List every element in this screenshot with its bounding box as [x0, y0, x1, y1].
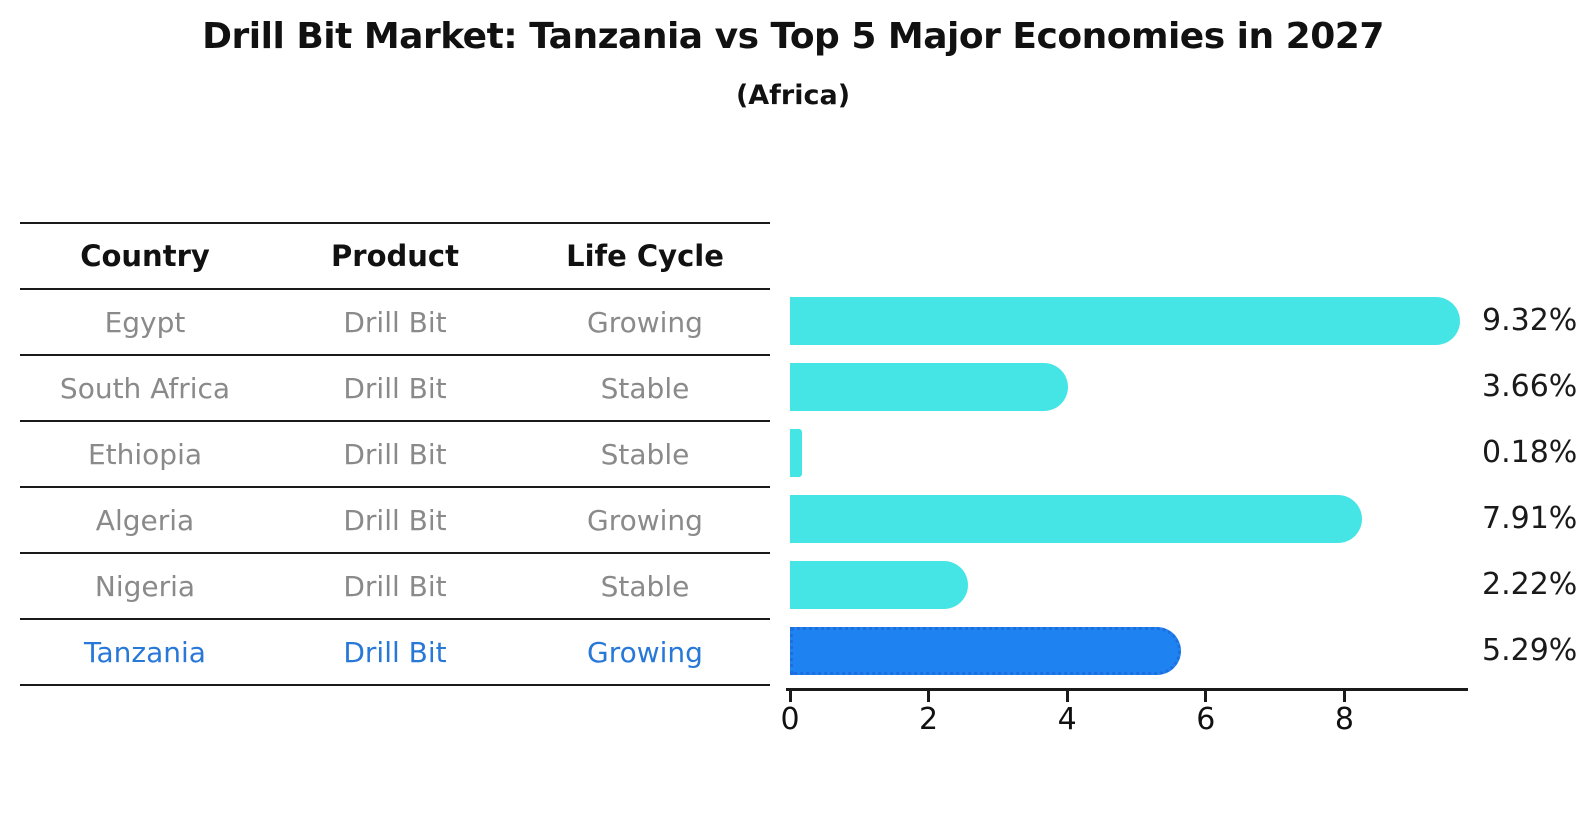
lifecycle-cell: Growing — [587, 635, 703, 669]
bar-algeria — [790, 495, 1363, 543]
country-cell: Tanzania — [84, 635, 206, 669]
product-cell: Drill Bit — [343, 503, 447, 537]
column-header-product: Product — [331, 239, 459, 273]
lifecycle-cell: Stable — [600, 371, 690, 405]
table-row-tanzania: Tanzania Drill Bit Growing — [20, 620, 770, 686]
x-axis-tick — [1342, 691, 1346, 702]
value-label-algeria: 7.91% — [1482, 501, 1578, 536]
product-cell: Drill Bit — [343, 635, 447, 669]
country-cell: Egypt — [104, 305, 186, 339]
lifecycle-cell: Stable — [600, 569, 690, 603]
value-label-egypt: 9.32% — [1482, 303, 1578, 338]
bar-tanzania — [790, 627, 1181, 675]
value-label-south-africa: 3.66% — [1482, 369, 1578, 404]
lifecycle-cell: Growing — [587, 305, 703, 339]
bar-egypt — [790, 297, 1460, 345]
lifecycle-cell: Stable — [600, 437, 690, 471]
lifecycle-cell: Growing — [587, 503, 703, 537]
x-axis-tick — [788, 691, 792, 702]
chart-title: Drill Bit Market: Tanzania vs Top 5 Majo… — [202, 16, 1384, 57]
product-cell: Drill Bit — [343, 569, 447, 603]
chart-subtitle: (Africa) — [735, 80, 851, 111]
country-cell: South Africa — [59, 371, 231, 405]
x-axis-tick-label: 2 — [919, 702, 939, 737]
x-axis-tick-label: 8 — [1334, 702, 1354, 737]
country-cell: Ethiopia — [87, 437, 203, 471]
column-header-country: Country — [80, 239, 210, 273]
x-axis-tick-label: 6 — [1196, 702, 1216, 737]
country-cell: Algeria — [95, 503, 195, 537]
table-row-egypt: Egypt Drill Bit Growing — [20, 290, 770, 356]
x-axis-tick — [1065, 691, 1069, 702]
table-header-row: Country Product Life Cycle — [20, 224, 770, 290]
country-cell: Nigeria — [94, 569, 196, 603]
x-axis-tick-label: 4 — [1057, 702, 1077, 737]
table-row-ethiopia: Ethiopia Drill Bit Stable — [20, 422, 770, 488]
x-axis-tick — [1204, 691, 1208, 702]
product-cell: Drill Bit — [343, 371, 447, 405]
bar-ethiopia — [790, 429, 803, 477]
x-axis-tick — [927, 691, 931, 702]
value-label-tanzania: 5.29% — [1482, 633, 1578, 668]
column-header-lifecycle: Life Cycle — [566, 239, 724, 273]
product-cell: Drill Bit — [343, 305, 447, 339]
table-row-south-africa: South Africa Drill Bit Stable — [20, 356, 770, 422]
value-label-ethiopia: 0.18% — [1482, 435, 1578, 470]
table-row-algeria: Algeria Drill Bit Growing — [20, 488, 770, 554]
bar-south-africa — [790, 363, 1068, 411]
x-axis-line — [786, 688, 1468, 691]
table-row-nigeria: Nigeria Drill Bit Stable — [20, 554, 770, 620]
x-axis-tick-label: 0 — [780, 702, 800, 737]
value-label-nigeria: 2.22% — [1482, 567, 1578, 602]
table-body: Egypt Drill Bit Growing South Africa Drill B… — [20, 290, 770, 686]
country-table: Country Product Life Cycle Egypt Drill Bi… — [20, 222, 770, 686]
bar-nigeria — [790, 561, 968, 609]
product-cell: Drill Bit — [343, 437, 447, 471]
